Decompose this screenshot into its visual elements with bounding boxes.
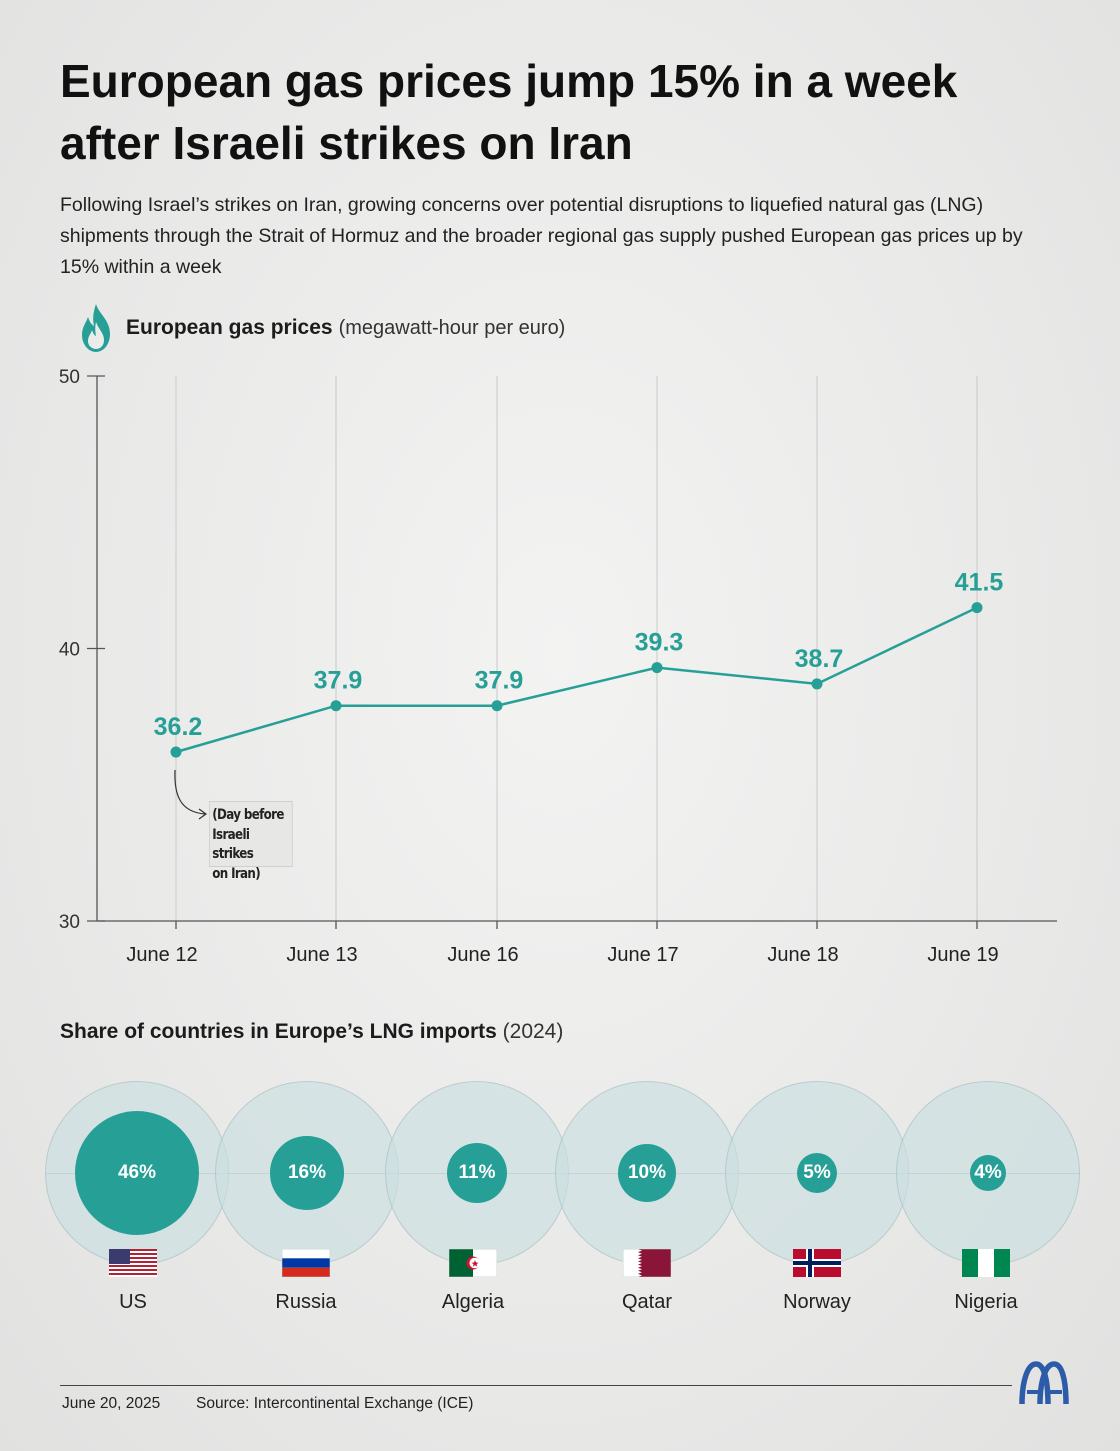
y-tick-label-1: 40 <box>59 640 80 661</box>
x-tick-label-3: June 17 <box>607 944 678 966</box>
x-tick-label-2: June 16 <box>447 944 518 966</box>
flag-qatar-icon <box>623 1249 671 1277</box>
data-point-0 <box>170 746 182 758</box>
page-title: European gas prices jump 15% in a week a… <box>60 55 958 169</box>
x-tick-label-0: June 12 <box>126 944 197 966</box>
bubble-value-algeria: 11% <box>446 1142 508 1204</box>
data-label-3: 39.3 <box>635 629 684 657</box>
share-title-year: (2024) <box>502 1020 564 1043</box>
country-label-norway: Norway <box>783 1291 851 1313</box>
bubble-value-russia: 16% <box>270 1136 344 1210</box>
flag-russia-icon <box>282 1249 330 1277</box>
chart-annotation: (Day before Israeli strikes on Iran) <box>209 801 293 882</box>
flag-algeria-icon <box>449 1249 497 1277</box>
data-point-1 <box>330 700 342 712</box>
data-label-1: 37.9 <box>314 667 363 695</box>
aa-logo-icon <box>1019 1361 1069 1405</box>
data-label-0: 36.2 <box>154 713 203 741</box>
data-point-3 <box>651 662 663 674</box>
country-label-russia: Russia <box>275 1291 337 1313</box>
data-label-4: 38.7 <box>795 645 844 673</box>
flag-nigeria-icon <box>962 1249 1010 1277</box>
country-label-algeria: Algeria <box>441 1291 505 1313</box>
bubble-value-nigeria: 4% <box>969 1154 1007 1192</box>
flag-us-icon <box>109 1249 157 1277</box>
bubble-value-us: 46% <box>75 1111 199 1235</box>
country-label-us: US <box>119 1291 147 1313</box>
x-tick-label-4: June 18 <box>767 944 838 966</box>
line-chart: 30 40 50 June 12 June 13 June 16 June 17 June 1… <box>59 367 1057 966</box>
page-subtitle: Following Israel’s strikes on Iran, grow… <box>60 194 1023 278</box>
data-point-5 <box>971 602 983 614</box>
bubble-value-norway: 5% <box>796 1152 838 1194</box>
x-tick-label-1: June 13 <box>286 944 357 966</box>
line-chart-title: European gas prices <box>126 316 333 339</box>
annotation-arrowhead <box>198 808 208 820</box>
data-point-4 <box>811 678 823 690</box>
footer-source: Source: Intercontinental Exchange (ICE) <box>196 1395 474 1412</box>
y-tick-label-0: 30 <box>59 912 80 933</box>
flame-icon <box>82 304 110 352</box>
x-tick-label-5: June 19 <box>927 944 998 966</box>
line-chart-header: European gas prices (megawatt-hour per e… <box>76 300 565 356</box>
country-label-nigeria: Nigeria <box>954 1291 1018 1313</box>
share-title-text: Share of countries in Europe’s LNG impor… <box>60 1020 497 1043</box>
line-chart-unit: (megawatt-hour per euro) <box>338 316 566 339</box>
country-label-qatar: Qatar <box>621 1291 673 1313</box>
data-label-2: 37.9 <box>475 667 524 695</box>
price-line <box>175 606 978 754</box>
data-label-5: 41.5 <box>955 569 1004 597</box>
footer-date: June 20, 2025 <box>62 1395 161 1412</box>
footer-divider <box>60 1385 1012 1386</box>
flag-norway-icon <box>793 1249 841 1277</box>
data-point-2 <box>491 700 503 712</box>
annotation-arrow <box>174 769 206 815</box>
y-tick-label-2: 50 <box>59 367 80 388</box>
share-title: Share of countries in Europe’s LNG impor… <box>60 1020 563 1044</box>
bubble-value-qatar: 10% <box>618 1144 676 1202</box>
